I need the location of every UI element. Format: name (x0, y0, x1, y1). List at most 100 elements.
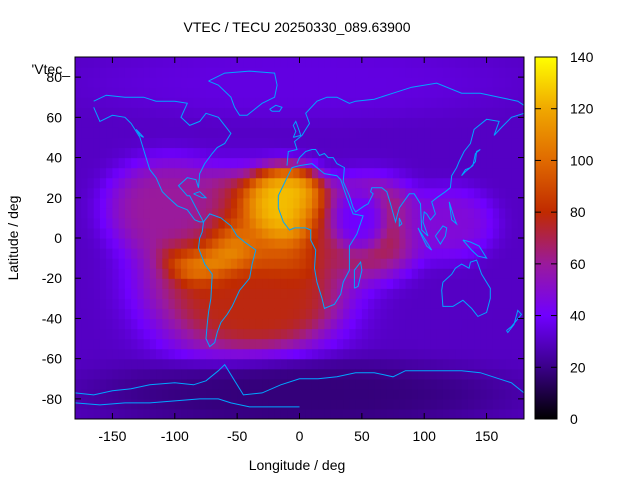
heatmap-cell (499, 308, 506, 320)
heatmap-cell (75, 328, 82, 340)
heatmap-cell (417, 268, 425, 279)
heatmap-cell (174, 408, 182, 419)
heatmap-cell (255, 268, 263, 279)
heatmap-cell (149, 177, 157, 189)
heatmap-cell (505, 278, 513, 289)
heatmap-cell (124, 57, 132, 68)
heatmap-cell (187, 217, 195, 229)
heatmap-cell (293, 368, 301, 380)
heatmap-cell (380, 187, 388, 199)
heatmap-cell (511, 258, 519, 269)
heatmap-cell (149, 117, 157, 128)
heatmap-cell (224, 197, 232, 209)
heatmap-cell (393, 147, 400, 159)
heatmap-cell (168, 308, 176, 320)
heatmap-cell (99, 338, 107, 350)
heatmap-cell (386, 227, 394, 239)
heatmap-cell (492, 147, 500, 159)
heatmap-cell (393, 268, 400, 279)
heatmap-cell (268, 328, 276, 340)
heatmap-cell (93, 238, 101, 249)
heatmap-cell (486, 298, 494, 309)
heatmap-cell (411, 197, 419, 209)
heatmap-cell (243, 87, 251, 98)
heatmap-cell (168, 288, 176, 299)
heatmap-cell (87, 238, 95, 249)
heatmap-cell (424, 358, 432, 370)
heatmap-cell (449, 248, 457, 259)
heatmap-cell (287, 238, 294, 249)
heatmap-cell (330, 57, 338, 68)
heatmap-cell (199, 77, 207, 88)
heatmap-cell (324, 348, 332, 360)
heatmap-cell (417, 167, 425, 179)
heatmap-cell (386, 378, 394, 390)
heatmap-cell (205, 217, 213, 229)
heatmap-cell (181, 137, 188, 149)
heatmap-cell (193, 127, 201, 139)
heatmap-cell (81, 117, 89, 128)
heatmap-cell (118, 87, 126, 98)
heatmap-cell (218, 338, 226, 350)
heatmap-cell (417, 378, 425, 390)
heatmap-cell (99, 77, 107, 88)
heatmap-cell (230, 328, 238, 340)
heatmap-cell (299, 368, 307, 380)
heatmap-cell (492, 217, 500, 229)
x-tick-label: 100 (413, 428, 437, 444)
heatmap-cell (287, 258, 294, 269)
heatmap-cell (287, 328, 294, 340)
heatmap-cell (149, 67, 157, 78)
heatmap-cell (143, 308, 151, 320)
heatmap-cell (486, 338, 494, 350)
coastline (441, 259, 491, 318)
heatmap-cell (305, 338, 313, 350)
heatmap-cell (361, 268, 369, 279)
heatmap-cell (499, 137, 506, 149)
heatmap-cell (243, 358, 251, 370)
heatmap-cell (324, 388, 332, 400)
heatmap-cell (205, 328, 213, 340)
heatmap-cell (262, 207, 269, 219)
heatmap-cell (449, 167, 457, 179)
heatmap-cell (305, 398, 313, 410)
heatmap-cell (324, 77, 332, 88)
heatmap-cell (243, 217, 251, 229)
heatmap-cell (499, 328, 506, 340)
heatmap-cell (467, 77, 475, 88)
heatmap-cell (486, 57, 494, 68)
heatmap-cell (174, 177, 182, 189)
heatmap-cell (224, 157, 232, 169)
heatmap-cell (368, 258, 375, 269)
heatmap-cell (405, 77, 413, 88)
heatmap-cell (162, 117, 170, 128)
heatmap-cell (449, 57, 457, 68)
heatmap-cell (124, 398, 132, 410)
coastline (197, 213, 257, 348)
heatmap-cell (118, 167, 126, 179)
heatmap-cell (449, 288, 457, 299)
heatmap-cell (486, 157, 494, 169)
heatmap-cell (492, 398, 500, 410)
heatmap-cell (162, 177, 170, 189)
heatmap-cell (299, 57, 307, 68)
heatmap-cell (81, 107, 89, 118)
heatmap-cell (299, 207, 307, 219)
heatmap-cell (218, 238, 226, 249)
heatmap-cell (131, 207, 138, 219)
heatmap-cell (75, 298, 82, 309)
heatmap-cell (517, 227, 524, 239)
heatmap-cell (499, 278, 506, 289)
heatmap-cell (81, 378, 89, 390)
heatmap-cell (380, 258, 388, 269)
heatmap-cell (430, 67, 438, 78)
heatmap-cell (268, 398, 276, 410)
heatmap-cell (461, 278, 469, 289)
heatmap-cell (330, 318, 338, 330)
heatmap-cell (417, 398, 425, 410)
heatmap-cell (318, 197, 326, 209)
heatmap-cell (405, 398, 413, 410)
heatmap-cell (349, 398, 357, 410)
heatmap-cell (436, 348, 444, 360)
heatmap-cell (75, 127, 82, 139)
